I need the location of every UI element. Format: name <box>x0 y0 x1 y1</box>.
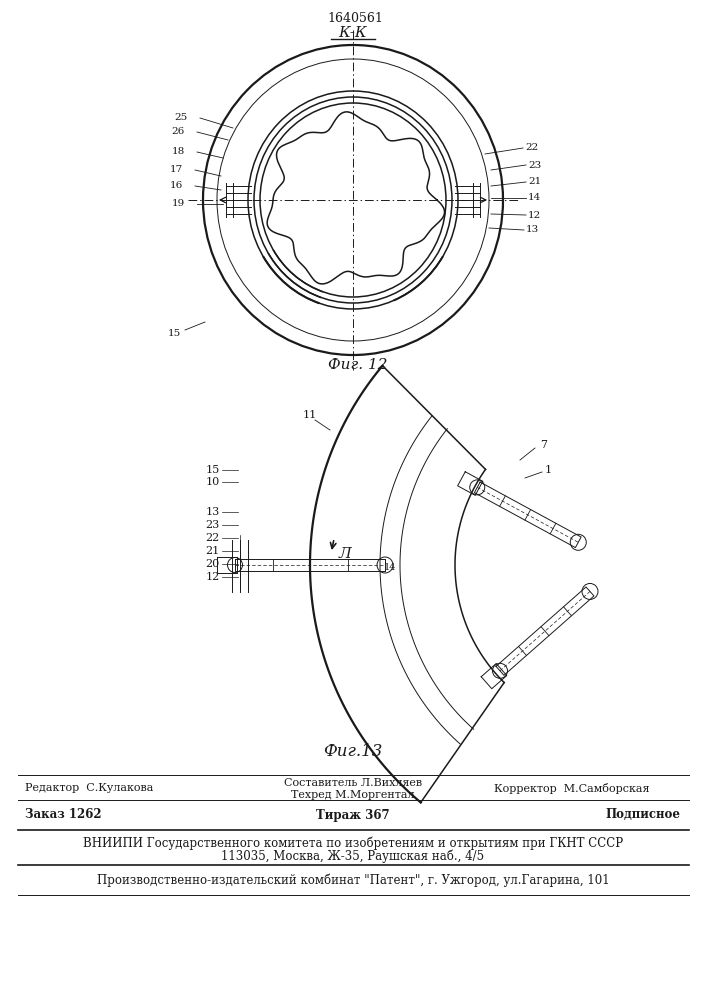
Text: Подписное: Подписное <box>605 808 680 822</box>
Text: 12: 12 <box>528 211 542 220</box>
Text: Корректор  М.Самборская: Корректор М.Самборская <box>494 782 650 794</box>
Text: 15: 15 <box>206 465 220 475</box>
Text: 14: 14 <box>528 194 542 202</box>
Text: Л: Л <box>338 547 351 561</box>
Text: 23: 23 <box>206 520 220 530</box>
Text: 26: 26 <box>172 127 185 136</box>
Text: ВНИИПИ Государственного комитета по изобретениям и открытиям при ГКНТ СССР: ВНИИПИ Государственного комитета по изоб… <box>83 836 623 850</box>
Text: 14: 14 <box>384 564 396 572</box>
Text: Редактор  С.Кулакова: Редактор С.Кулакова <box>25 783 153 793</box>
Text: Тираж 367: Тираж 367 <box>316 808 390 822</box>
Text: 16: 16 <box>170 182 183 190</box>
Text: 20: 20 <box>206 559 220 569</box>
Text: 19: 19 <box>172 200 185 209</box>
Text: 13: 13 <box>206 507 220 517</box>
Text: 22: 22 <box>525 143 538 152</box>
Text: 21: 21 <box>206 546 220 556</box>
Text: 18: 18 <box>172 147 185 156</box>
Text: 12: 12 <box>206 572 220 582</box>
Text: Заказ 1262: Заказ 1262 <box>25 808 102 822</box>
Text: Производственно-издательский комбинат "Патент", г. Ужгород, ул.Гагарина, 101: Производственно-издательский комбинат "П… <box>97 873 609 887</box>
Text: 1640561: 1640561 <box>327 11 383 24</box>
Text: Фиг. 12: Фиг. 12 <box>328 358 387 372</box>
Text: 21: 21 <box>528 178 542 186</box>
Text: 11: 11 <box>303 410 317 420</box>
Text: 13: 13 <box>526 226 539 234</box>
Text: Составитель Л.Вихляев: Составитель Л.Вихляев <box>284 778 422 788</box>
Text: Техред М.Моргентал: Техред М.Моргентал <box>291 790 415 800</box>
Text: 10: 10 <box>206 477 220 487</box>
Text: 22: 22 <box>206 533 220 543</box>
Text: 15: 15 <box>168 328 181 338</box>
Text: 17: 17 <box>170 165 183 174</box>
Text: К-К: К-К <box>339 26 368 40</box>
Text: 23: 23 <box>528 160 542 169</box>
Text: 113035, Москва, Ж-35, Раушская наб., 4/5: 113035, Москва, Ж-35, Раушская наб., 4/5 <box>221 849 484 863</box>
Text: 25: 25 <box>175 113 188 122</box>
Text: 1: 1 <box>545 465 552 475</box>
Text: Фиг.13: Фиг.13 <box>323 744 382 760</box>
Text: 7: 7 <box>540 440 547 450</box>
